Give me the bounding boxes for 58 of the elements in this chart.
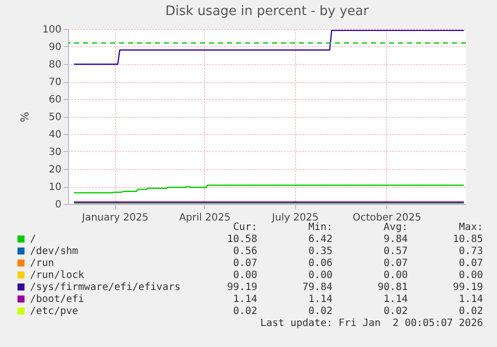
text: 10.58 [226,234,258,246]
y-tick-label: 100 [42,24,62,36]
legend-label: /run/lock [30,270,84,281]
legend-label: /run [30,258,54,269]
y-tick-label: 20 [48,164,62,176]
text: 0.07 [458,258,483,270]
text: 1.14 [307,294,332,306]
text: Cur: [232,222,258,234]
y-tick-label: 50 [48,112,62,123]
text: 99.19 [226,282,258,294]
text: 0.00 [382,270,408,282]
text: Max: [458,222,483,234]
y-tick-label: 60 [48,94,62,106]
x-tick-label: January 2025 [80,212,149,224]
text: 6.42 [307,234,332,246]
text: 1.14 [232,294,258,306]
text: 10.85 [452,234,483,246]
text: Avg: [382,222,408,234]
x-tick-label: April 2025 [179,212,231,224]
y-tick-label: 80 [48,60,62,70]
y-tick-label: 0 [55,200,62,210]
x-tick-label: October 2025 [352,212,422,224]
text: 0.02 [458,306,483,318]
text: 0.00 [232,270,258,282]
text: 0.00 [458,270,483,282]
y-tick-label: 10 [48,182,62,193]
text: 1.14 [382,294,408,306]
y-tick-label: 40 [48,130,62,140]
text: 79.84 [301,282,332,294]
text: 0.57 [382,246,408,258]
y-axis-title: % [18,112,32,122]
legend-label: /etc/pve [30,306,78,317]
y-tick-label: 70 [48,77,62,88]
y-tick-label: 30 [48,147,62,158]
text: 0.07 [232,258,258,270]
legend-label: / [30,234,36,245]
y-tick-label: 90 [48,42,62,53]
text: Last update: Fri Jan 2 00:05:07 2026 [259,318,483,330]
chart-title: Disk usage in percent - by year [165,4,370,19]
line-series [73,184,465,194]
legend-label: /sys/firmware/efi/efivars [30,282,181,293]
text: 0.02 [232,306,258,318]
text: 9.84 [382,234,408,246]
text: 0.02 [382,306,408,318]
text: 0.73 [458,246,483,258]
text: 0.00 [307,270,332,282]
text: 90.81 [376,282,408,294]
text: 1.14 [458,294,483,306]
text: 0.07 [382,258,408,270]
text: 0.56 [232,246,258,258]
text: 99.19 [452,282,483,294]
text: 0.02 [307,306,332,318]
legend-label: /dev/shm [30,246,78,257]
legend-label: /boot/efi [30,294,84,305]
text: Min: [307,222,332,234]
text: 0.06 [307,258,332,270]
x-tick-label: July 2025 [271,212,319,224]
text: 0.35 [307,246,332,258]
